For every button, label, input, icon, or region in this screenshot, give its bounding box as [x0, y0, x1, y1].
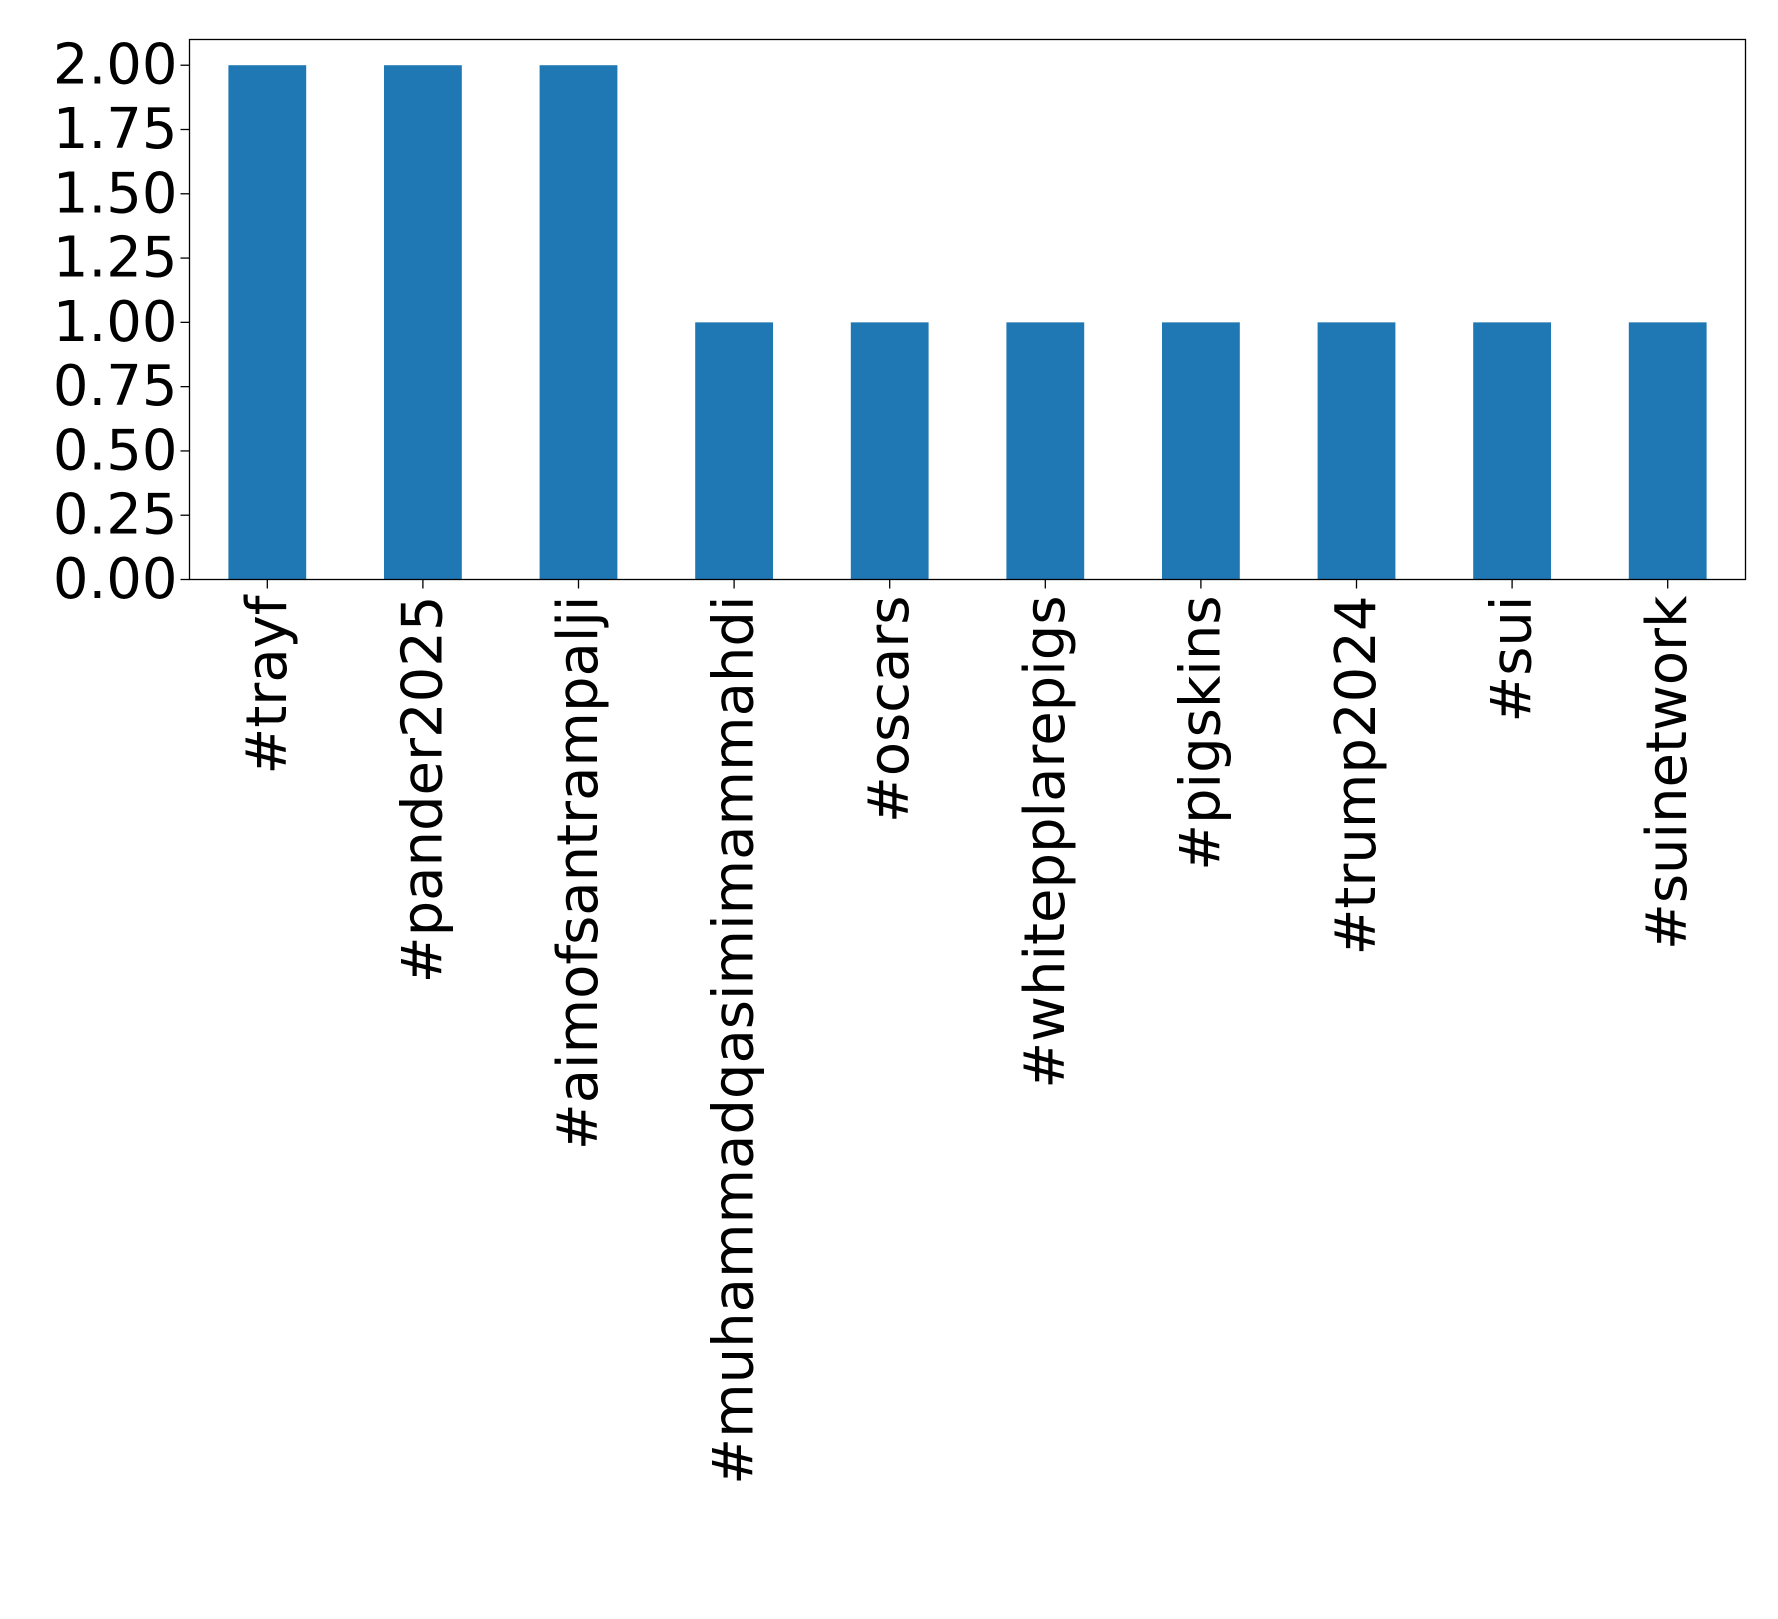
x-tick-label: #trayf: [235, 594, 300, 774]
x-tick-label: #trump2024: [1324, 596, 1389, 956]
bars-layer: [228, 65, 1707, 580]
y-tick-label: 2.00: [53, 33, 178, 98]
x-tick-label: #pigskins: [1168, 596, 1233, 871]
bar-aimofsantrampalji: [539, 65, 618, 580]
bar-sui: [1473, 322, 1551, 580]
x-tick-label: #aimofsantrampalji: [546, 596, 611, 1151]
x-tick-label: #whitepplarepigs: [1013, 596, 1078, 1089]
bar-oscars: [850, 322, 929, 580]
y-axis: 0.000.250.500.751.001.251.501.752.00: [53, 33, 190, 612]
bar-muhammadqasimimammahdi: [695, 322, 773, 580]
y-tick-label: 0.75: [53, 354, 178, 419]
y-tick-label: 1.50: [53, 161, 178, 226]
plot-frame: [188, 38, 1747, 581]
bar-suinetwork: [1628, 322, 1707, 580]
bar-trump2024: [1317, 322, 1396, 580]
x-axis: #trayf #pander2025 #aimofsantrampalji #muha…: [235, 579, 1700, 1485]
bar-pigskins: [1162, 322, 1240, 580]
x-tick-label: #pander2025: [390, 596, 455, 984]
bar-whitepplarepigs: [1006, 322, 1085, 580]
y-tick-label: 1.25: [53, 226, 178, 291]
x-tick-label: #oscars: [857, 595, 922, 823]
y-tick-label: 0.25: [53, 483, 178, 548]
y-tick-label: 1.75: [53, 97, 178, 162]
y-tick-label: 0.00: [53, 547, 178, 612]
y-tick-label: 0.50: [53, 418, 178, 483]
x-tick-label: #suinetwork: [1635, 595, 1700, 950]
x-tick-label: #muhammadqasimimammahdi: [702, 596, 767, 1485]
bar-trayf: [228, 65, 307, 580]
bar-pander2025: [384, 65, 462, 580]
x-tick-label: #sui: [1480, 596, 1545, 723]
y-tick-label: 1.00: [53, 290, 178, 355]
